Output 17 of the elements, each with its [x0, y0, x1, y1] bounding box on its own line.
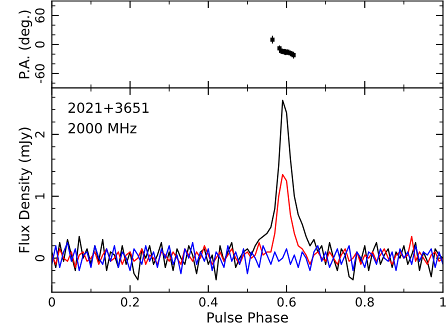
x-tick-label: 0.4	[199, 297, 218, 307]
y-tick-label: 0	[35, 254, 45, 262]
y-tick-label: -60	[35, 64, 45, 84]
annotation: 2000 MHz	[68, 122, 136, 134]
x-tick-label: 0	[48, 297, 55, 307]
y-tick-label: 60	[35, 8, 45, 23]
y-tick-label: 2	[35, 132, 44, 138]
x-axis-title: Pulse Phase	[208, 312, 288, 323]
y-tick-label: 0	[35, 41, 45, 48]
annotation: 2021+3651	[68, 102, 149, 114]
y-axis-title: P.A. (deg.)	[18, 10, 32, 78]
x-tick-label: 1	[440, 297, 446, 307]
y-tick-label: 1	[35, 193, 44, 199]
y-axis-title: Flux Density (mJy)	[18, 128, 32, 252]
x-tick-label: 0.8	[356, 297, 374, 307]
x-tick-label: 0.6	[277, 297, 296, 307]
x-tick-label: 0.2	[120, 297, 139, 307]
